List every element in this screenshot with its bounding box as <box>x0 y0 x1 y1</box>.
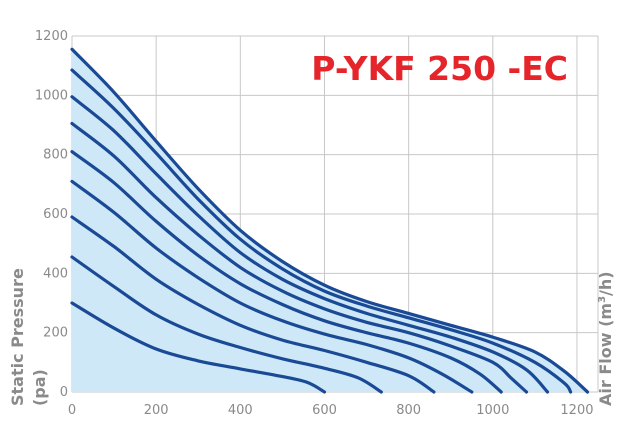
y-tick-label-3: 600 <box>43 207 68 222</box>
chart-title: P-YKF 250 -EC <box>311 49 568 88</box>
y-axis-label: Static Pressure <box>8 268 27 406</box>
y-axis-label-line1: Static Pressure <box>8 268 27 406</box>
fan-curve-7 <box>70 95 550 394</box>
x-tick-label-4: 800 <box>396 403 421 418</box>
x-tick-label-0: 0 <box>68 403 76 418</box>
x-axis-label: Air Flow (m3/h) <box>596 271 615 406</box>
y-tick-label-6: 1200 <box>35 29 68 44</box>
fan-curve-5 <box>70 150 503 394</box>
x-axis-label-suffix: /h) <box>596 271 615 296</box>
operating-area-fill <box>72 49 588 393</box>
x-axis-label-prefix: Air Flow (m <box>596 303 615 406</box>
y-axis-unit: (pa) <box>30 369 49 406</box>
fan-curves <box>70 47 590 394</box>
fan-curve-2 <box>70 255 383 394</box>
tick-labels: 0 200 400 600 800 1000 1200 0 200 400 600 800 1000 12… <box>35 29 594 418</box>
x-tick-label-5: 1000 <box>476 403 509 418</box>
y-tick-label-5: 1000 <box>35 88 68 103</box>
y-tick-label-0: 0 <box>60 385 68 400</box>
x-tick-label-6: 1200 <box>560 403 593 418</box>
x-tick-label-1: 200 <box>144 403 169 418</box>
fan-curve-8 <box>70 68 573 394</box>
y-tick-label-1: 200 <box>43 326 68 341</box>
x-axis-label-sup: 3 <box>597 296 608 303</box>
y-tick-label-2: 400 <box>43 266 68 281</box>
fan-curve-6 <box>70 121 529 394</box>
y-tick-label-4: 800 <box>43 148 68 163</box>
fan-curve-3 <box>70 215 436 394</box>
y-axis-label-unit: (pa) <box>30 369 49 406</box>
fan-curve-9 <box>70 47 590 394</box>
x-tick-label-3: 600 <box>312 403 337 418</box>
fan-curve-4 <box>70 179 474 394</box>
fan-curve-1 <box>70 301 327 394</box>
x-tick-label-2: 400 <box>228 403 253 418</box>
